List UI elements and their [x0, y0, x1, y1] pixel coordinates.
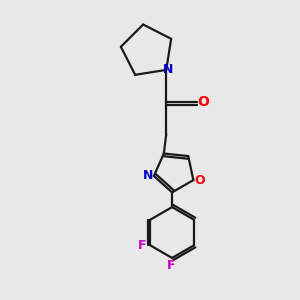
Text: F: F	[138, 239, 147, 252]
Text: F: F	[167, 259, 175, 272]
Text: O: O	[194, 174, 205, 187]
Text: N: N	[143, 169, 153, 182]
Text: O: O	[197, 95, 209, 109]
Text: N: N	[162, 63, 173, 76]
